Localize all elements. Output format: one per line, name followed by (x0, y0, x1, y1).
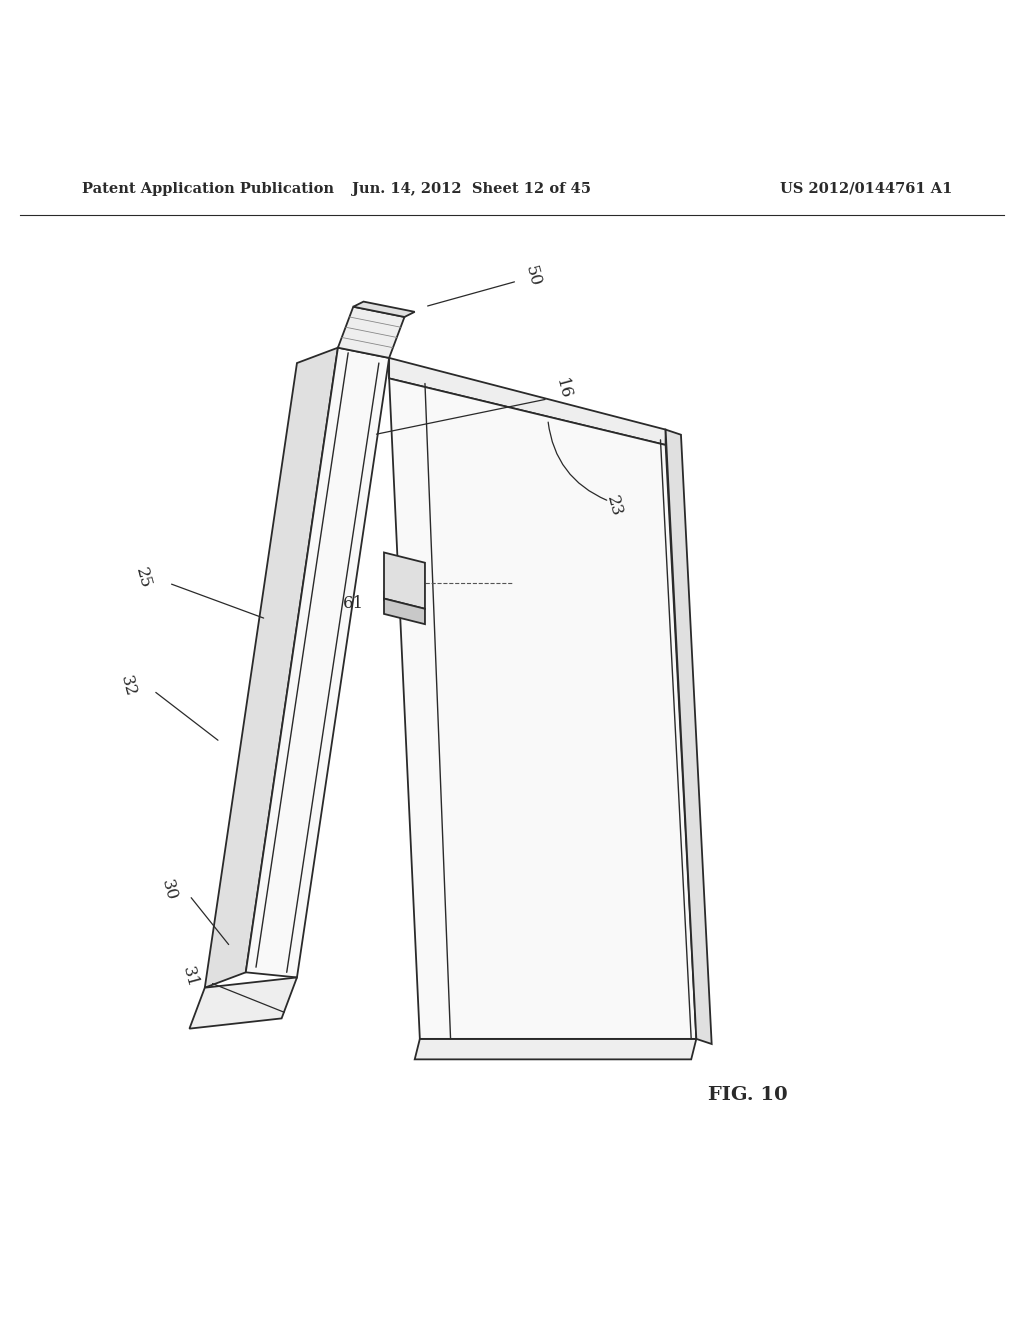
Polygon shape (353, 301, 415, 317)
Text: 25: 25 (132, 566, 155, 590)
Text: 16: 16 (552, 376, 574, 401)
Text: 23: 23 (603, 494, 626, 519)
Polygon shape (205, 347, 338, 987)
Text: 31: 31 (178, 965, 201, 990)
Polygon shape (384, 553, 425, 609)
Polygon shape (415, 1039, 696, 1060)
Polygon shape (384, 598, 425, 624)
Text: 30: 30 (158, 878, 180, 903)
Polygon shape (389, 379, 696, 1039)
Text: 32: 32 (117, 673, 139, 698)
Polygon shape (666, 429, 712, 1044)
Text: Jun. 14, 2012  Sheet 12 of 45: Jun. 14, 2012 Sheet 12 of 45 (351, 182, 591, 195)
Text: 61: 61 (343, 595, 364, 612)
Polygon shape (189, 977, 297, 1028)
Polygon shape (246, 347, 389, 977)
Text: 50: 50 (521, 264, 544, 288)
Text: FIG. 10: FIG. 10 (708, 1086, 787, 1105)
Polygon shape (338, 306, 404, 358)
Text: US 2012/0144761 A1: US 2012/0144761 A1 (780, 182, 952, 195)
Text: Patent Application Publication: Patent Application Publication (82, 182, 334, 195)
Polygon shape (389, 358, 666, 445)
